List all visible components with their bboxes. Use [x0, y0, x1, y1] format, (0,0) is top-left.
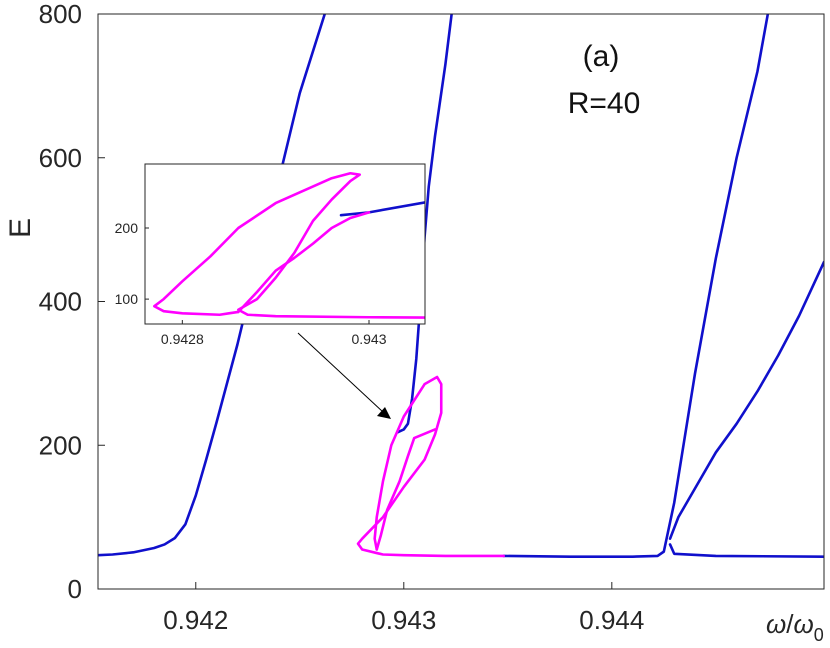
inset-pointer-arrowhead [377, 407, 391, 419]
inset-series-unstable-line-2 [153, 171, 425, 319]
x-tick-label: 0.942 [163, 605, 228, 635]
main-series-stable-line-4 [668, 260, 824, 540]
x-axis-label-num: ω [766, 609, 786, 639]
y-tick-label: 0 [68, 574, 82, 604]
y-tick-label: 400 [39, 287, 82, 317]
main-series-unstable-line-7 [375, 428, 437, 551]
inset-series-unstable-line-3 [237, 211, 371, 314]
y-tick-label: 800 [39, 0, 82, 29]
inset-frame [144, 163, 426, 325]
y-tick-label: 600 [39, 143, 82, 173]
x-axis-label: ω/ω0 [766, 609, 824, 645]
inset-pointer-arrow [297, 332, 384, 413]
main-series-stable-line-5 [668, 543, 824, 558]
x-axis: 0.942 0.943 0.944 [163, 582, 644, 635]
x-tick-label: 0.944 [579, 605, 644, 635]
x-axis-label-den: ω [793, 609, 813, 639]
x-tick-label: 0.943 [371, 605, 436, 635]
x-axis-label-subscript: 0 [814, 625, 824, 645]
main-series-unstable-line-6 [356, 375, 505, 558]
inset-y-axis: 100 200 [115, 220, 149, 307]
r-annotation: R=40 [568, 87, 641, 120]
y-axis-label: E [4, 218, 37, 238]
y-axis: 0 200 400 600 800 [39, 0, 105, 604]
inset-x-axis: 0.9428 0.943 [161, 320, 387, 347]
x-axis-label-slash: / [786, 609, 794, 639]
y-tick-label: 200 [39, 430, 82, 460]
inset-background [145, 164, 425, 324]
inset-series [153, 171, 425, 319]
inset-x-tick-label: 0.943 [351, 331, 386, 347]
panel-label: (a) [583, 40, 620, 73]
inset-y-tick-label: 100 [115, 291, 139, 307]
inset-x-tick-label: 0.9428 [161, 331, 204, 347]
inset-y-tick-label: 200 [115, 220, 139, 236]
main-series-stable-line-3 [502, 14, 770, 558]
